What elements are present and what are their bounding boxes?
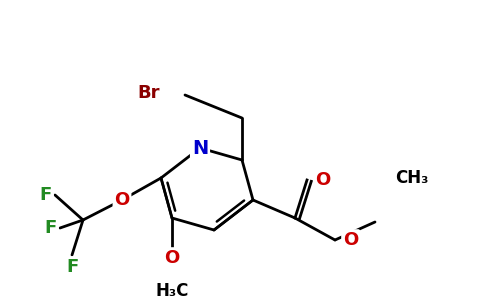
Text: O: O bbox=[165, 249, 180, 267]
Text: CH₃: CH₃ bbox=[395, 169, 428, 187]
Text: F: F bbox=[66, 258, 78, 276]
Text: O: O bbox=[343, 231, 358, 249]
Text: O: O bbox=[114, 191, 130, 209]
Text: H₃C: H₃C bbox=[155, 282, 189, 300]
Text: F: F bbox=[40, 186, 52, 204]
Text: F: F bbox=[45, 219, 57, 237]
Text: Br: Br bbox=[137, 84, 160, 102]
Text: O: O bbox=[315, 171, 330, 189]
Text: N: N bbox=[192, 139, 208, 158]
